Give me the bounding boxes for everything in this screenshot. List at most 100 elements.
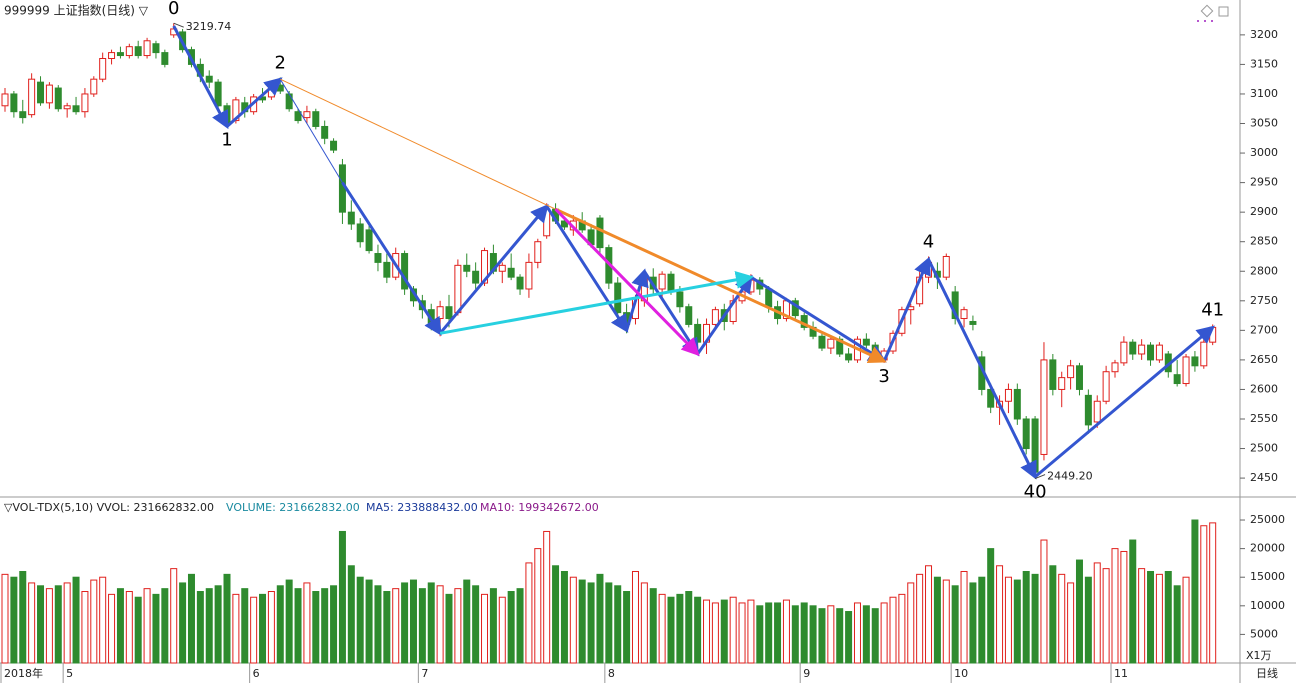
y-tick-label: 3100 bbox=[1250, 87, 1278, 100]
window-icon[interactable] bbox=[1200, 4, 1214, 18]
volume-bar bbox=[205, 588, 213, 664]
y-tick-label: 2550 bbox=[1250, 412, 1278, 425]
y-tick-label: 2600 bbox=[1250, 382, 1278, 395]
volume-bar bbox=[836, 608, 844, 664]
unit-label: X1万 bbox=[1246, 649, 1272, 662]
volume-bar bbox=[259, 593, 267, 664]
volume-bar bbox=[569, 576, 577, 664]
candle-body bbox=[694, 323, 702, 343]
volume-bar bbox=[1191, 519, 1199, 664]
candle-body bbox=[116, 52, 124, 57]
volume-bar bbox=[605, 582, 613, 664]
volume-bar bbox=[711, 602, 719, 664]
y-tick-label: 3200 bbox=[1250, 28, 1278, 41]
candle-body bbox=[1049, 359, 1057, 390]
candle-body bbox=[1013, 388, 1021, 420]
volume-bar bbox=[1022, 570, 1030, 664]
volume-bar bbox=[285, 579, 293, 664]
volume-bar bbox=[1102, 568, 1110, 664]
wave-line bbox=[554, 208, 700, 357]
candle-body bbox=[685, 306, 693, 325]
candle-body bbox=[214, 81, 222, 107]
volume-bar bbox=[809, 605, 817, 664]
wave-label: 41 bbox=[1201, 299, 1224, 320]
candle-body bbox=[312, 111, 320, 127]
candle-body bbox=[1200, 341, 1208, 367]
wave-label: 3 bbox=[878, 366, 889, 387]
candle-body bbox=[72, 105, 80, 113]
x-tick-label: 11 bbox=[1114, 667, 1128, 680]
volume-bar bbox=[330, 585, 338, 664]
wave-line bbox=[750, 275, 887, 363]
volume-bar bbox=[294, 588, 302, 664]
candle-body bbox=[507, 267, 515, 278]
volume-bar bbox=[187, 573, 195, 664]
volume-bar bbox=[507, 591, 515, 664]
candle-body bbox=[374, 253, 382, 263]
extreme-leader bbox=[173, 22, 184, 28]
volume-bar bbox=[223, 573, 231, 664]
candle-body bbox=[1138, 344, 1146, 355]
volume-bar bbox=[880, 602, 888, 664]
indicator-label: ▽VOL-TDX(5,10) VVOL: 231662832.00 bbox=[4, 501, 214, 514]
volume-bar bbox=[827, 605, 835, 664]
volume-bar bbox=[472, 585, 480, 664]
candle-body bbox=[498, 264, 506, 272]
volume-bar bbox=[63, 582, 71, 664]
volume-bar bbox=[250, 596, 258, 664]
candle-body bbox=[321, 125, 329, 139]
volume-bar bbox=[933, 576, 941, 664]
x-tick-label: 10 bbox=[954, 667, 968, 680]
candle-body bbox=[161, 52, 169, 65]
volume-bar bbox=[1147, 570, 1155, 664]
volume-bar bbox=[853, 602, 861, 664]
x-tick-label: 8 bbox=[608, 667, 615, 680]
volume-bar bbox=[374, 585, 382, 664]
volume-bar bbox=[276, 585, 284, 664]
y-tick-label: 3000 bbox=[1250, 146, 1278, 159]
candle-body bbox=[1084, 394, 1092, 426]
volume-bar bbox=[463, 579, 471, 664]
volume-bar bbox=[1075, 559, 1083, 664]
window-icon[interactable] bbox=[1218, 6, 1229, 17]
candle-body bbox=[543, 208, 551, 237]
volume-bar bbox=[45, 588, 53, 664]
candle-body bbox=[818, 335, 826, 349]
volume-bar bbox=[1084, 576, 1092, 664]
candle-body bbox=[481, 250, 489, 284]
candle-body bbox=[534, 241, 542, 263]
candle-body bbox=[1111, 362, 1119, 373]
volume-bar bbox=[738, 602, 746, 664]
wave-line bbox=[554, 207, 887, 363]
x-tick-label: 9 bbox=[803, 667, 810, 680]
volume-bar bbox=[321, 588, 329, 664]
period-label: 日线 bbox=[1256, 666, 1278, 680]
volume-bar bbox=[720, 599, 728, 664]
candle-body bbox=[1058, 377, 1066, 390]
wave-line bbox=[226, 77, 283, 128]
volume-bar bbox=[72, 576, 80, 664]
volume-bar bbox=[1093, 562, 1101, 664]
candle-body bbox=[108, 52, 116, 60]
candle-body bbox=[10, 93, 18, 113]
candle-body bbox=[667, 273, 675, 293]
volume-bar bbox=[1129, 539, 1137, 664]
volume-bar bbox=[161, 588, 169, 664]
candle-body bbox=[472, 270, 480, 284]
candle-body bbox=[1075, 365, 1083, 390]
volume-bar bbox=[436, 585, 444, 664]
y-tick-label: 2500 bbox=[1250, 442, 1278, 455]
candle-body bbox=[454, 264, 462, 314]
volume-bar bbox=[1173, 585, 1181, 664]
volume-bar bbox=[81, 591, 89, 664]
volume-bar bbox=[1004, 576, 1012, 664]
y-tick-label: 2950 bbox=[1250, 176, 1278, 189]
volume-bar bbox=[108, 593, 116, 664]
volume-bar bbox=[1182, 576, 1190, 664]
wave-line bbox=[696, 274, 753, 355]
volume-bar bbox=[845, 611, 853, 664]
y-tick-label: 2700 bbox=[1250, 323, 1278, 336]
candle-body bbox=[37, 81, 45, 104]
y-tick-label: 10000 bbox=[1250, 599, 1285, 612]
